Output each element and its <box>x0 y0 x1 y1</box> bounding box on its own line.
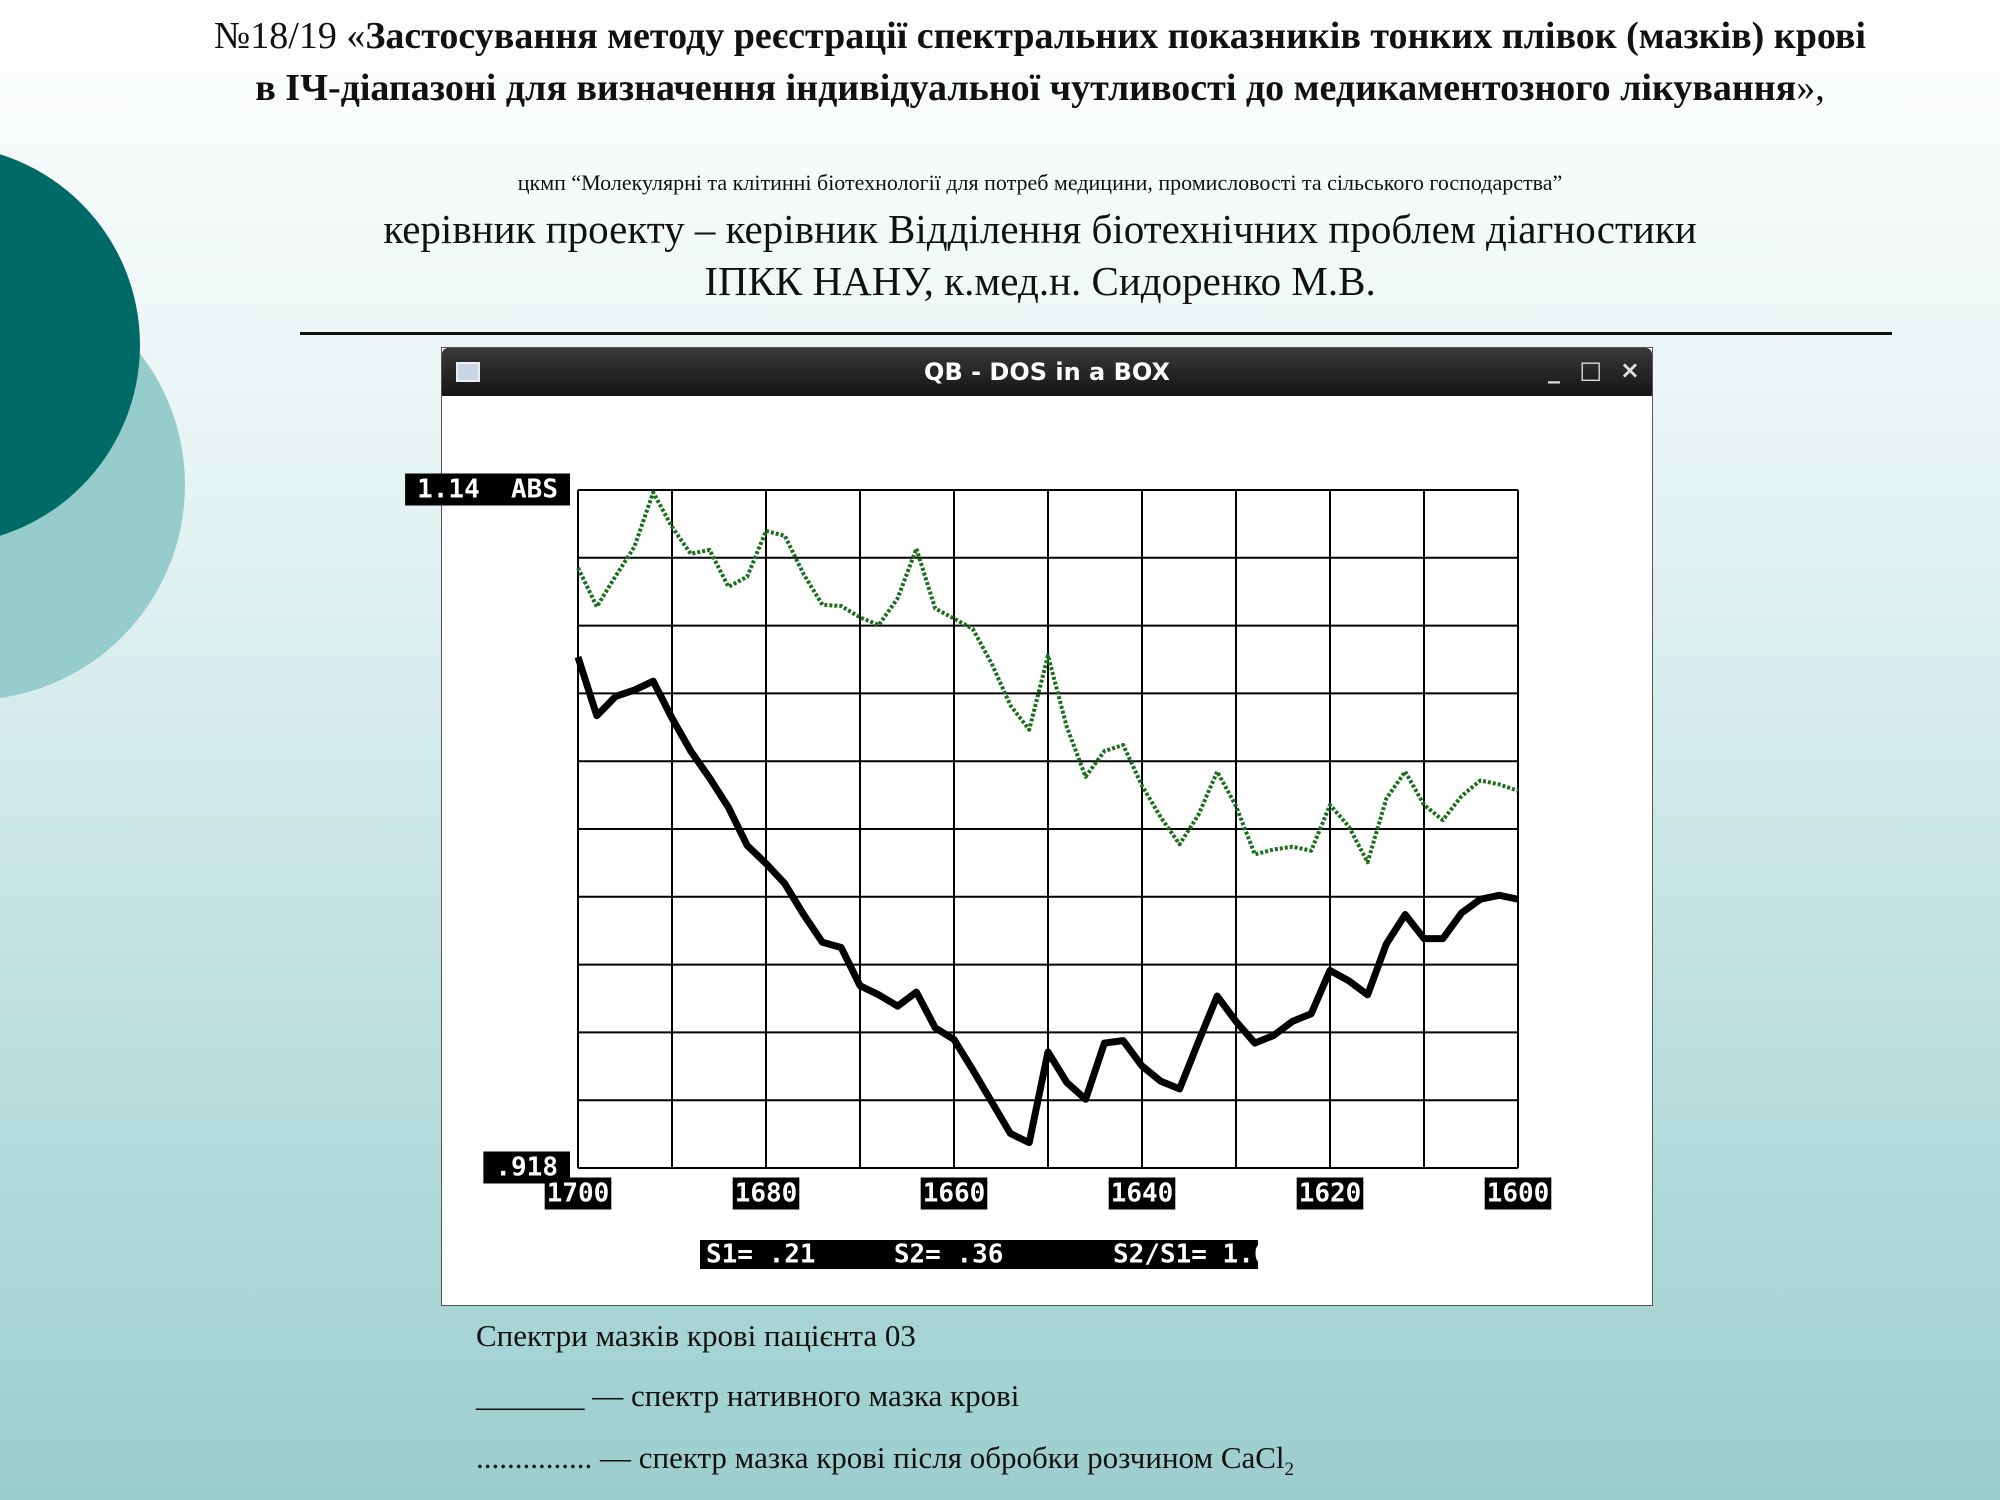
divider <box>300 332 1892 335</box>
x-tick-label: 1620 <box>1299 1179 1362 1209</box>
spectrum-line <box>576 490 1519 865</box>
title-text: Застосування методу реєстрації спектраль… <box>255 15 1866 109</box>
organization: цкмп “Молекулярні та клітинні біотехноло… <box>517 170 1563 195</box>
stats-box <box>700 1240 1258 1269</box>
caption: ............... — спектр мазка крові піс… <box>476 1440 1294 1481</box>
x-tick-label: 1700 <box>547 1179 610 1209</box>
y-tick-label: 1.14 ABS <box>417 475 558 505</box>
dark-circle <box>0 154 140 536</box>
x-tick-label: 1680 <box>735 1179 798 1209</box>
title-suffix: », <box>1796 67 1825 109</box>
close-button[interactable]: × <box>1619 356 1640 384</box>
window-title: QB - DOS in a BOX <box>924 358 1170 386</box>
window-icon <box>456 362 480 382</box>
maximize-button[interactable]: □ <box>1579 356 1602 384</box>
x-tick-box <box>732 1177 800 1210</box>
caption: _______ — спектр нативного мазка крові <box>476 1378 1020 1413</box>
x-tick-box <box>1296 1177 1364 1210</box>
caption: Спектри мазків крові пацієнта 03 <box>476 1318 916 1353</box>
title-prefix: №18/19 « <box>214 15 366 57</box>
y-tick-box <box>405 473 570 506</box>
x-tick-label: 1660 <box>923 1179 986 1209</box>
stats: S1= .21 S2= .36 S2/S1= 1.67 <box>706 1240 1285 1270</box>
x-tick-box <box>920 1177 988 1210</box>
x-tick-label: 1600 <box>1487 1179 1550 1209</box>
caption-subscript: 2 <box>1284 1459 1295 1481</box>
spectrum-line <box>574 655 1519 1147</box>
title-bar: QB - DOS in a BOX _ □ × <box>442 348 1652 396</box>
leader-line: керівник проекту – керівник Відділення б… <box>383 206 1697 252</box>
x-tick-label: 1640 <box>1111 1179 1174 1209</box>
leader-line: ІПКК НАНУ, к.мед.н. Сидоренко М.В. <box>704 258 1376 304</box>
x-tick-box <box>544 1177 612 1210</box>
x-tick-box <box>1108 1177 1176 1210</box>
minimize-button[interactable]: _ <box>1548 356 1560 384</box>
title: №18/19 «Застосування методу реєстрації с… <box>200 10 1880 114</box>
x-tick-box <box>1484 1177 1552 1210</box>
caption-text: ............... — спектр мазка крові піс… <box>476 1440 1285 1475</box>
